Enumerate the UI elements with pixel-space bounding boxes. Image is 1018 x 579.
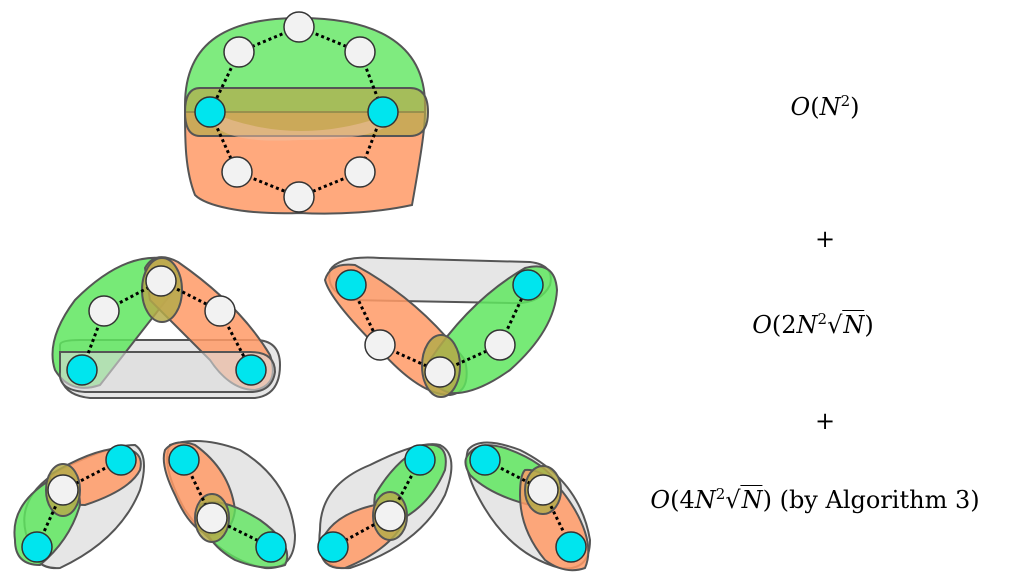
node-boundary [194, 96, 226, 128]
level2-left-gray-band [58, 351, 277, 393]
node-boundary [255, 531, 287, 563]
node [527, 474, 559, 506]
formula-level2: O(2N2√N) [752, 310, 874, 339]
level1-nodes [194, 11, 399, 213]
node-boundary [367, 96, 399, 128]
node [145, 265, 177, 297]
level3-panel-4 [464, 441, 592, 572]
node-boundary [66, 354, 98, 386]
node [344, 36, 376, 68]
formula-level3: O(4N2√N) (by Algorithm 3) [650, 485, 980, 514]
node [47, 474, 79, 506]
node-boundary [21, 531, 53, 563]
node [424, 356, 456, 388]
node-boundary [404, 444, 436, 476]
level3-panel-3 [317, 443, 453, 570]
formula-level1: O(N2) [790, 92, 860, 121]
node-boundary [317, 531, 349, 563]
level1-cycle-group [183, 11, 430, 215]
node [283, 181, 315, 213]
node-boundary [512, 269, 544, 301]
level1-band-lower [210, 112, 395, 141]
node-boundary [105, 444, 137, 476]
node [88, 295, 120, 327]
node [204, 295, 236, 327]
level2-left-group [51, 256, 282, 399]
level3-panel-1 [13, 443, 145, 570]
plus-sign-2: + [814, 407, 836, 435]
level2-right-group [323, 256, 559, 398]
node-boundary [469, 444, 501, 476]
level3-panel-2 [162, 440, 297, 570]
node [283, 11, 315, 43]
node-boundary [555, 531, 587, 563]
node [484, 329, 516, 361]
node-boundary [168, 444, 200, 476]
node [374, 500, 406, 532]
node [221, 156, 253, 188]
node [344, 156, 376, 188]
plus-sign-1: + [814, 225, 836, 253]
node [196, 502, 228, 534]
node-boundary [335, 269, 367, 301]
node [364, 329, 396, 361]
node-boundary [235, 354, 267, 386]
node [223, 36, 255, 68]
